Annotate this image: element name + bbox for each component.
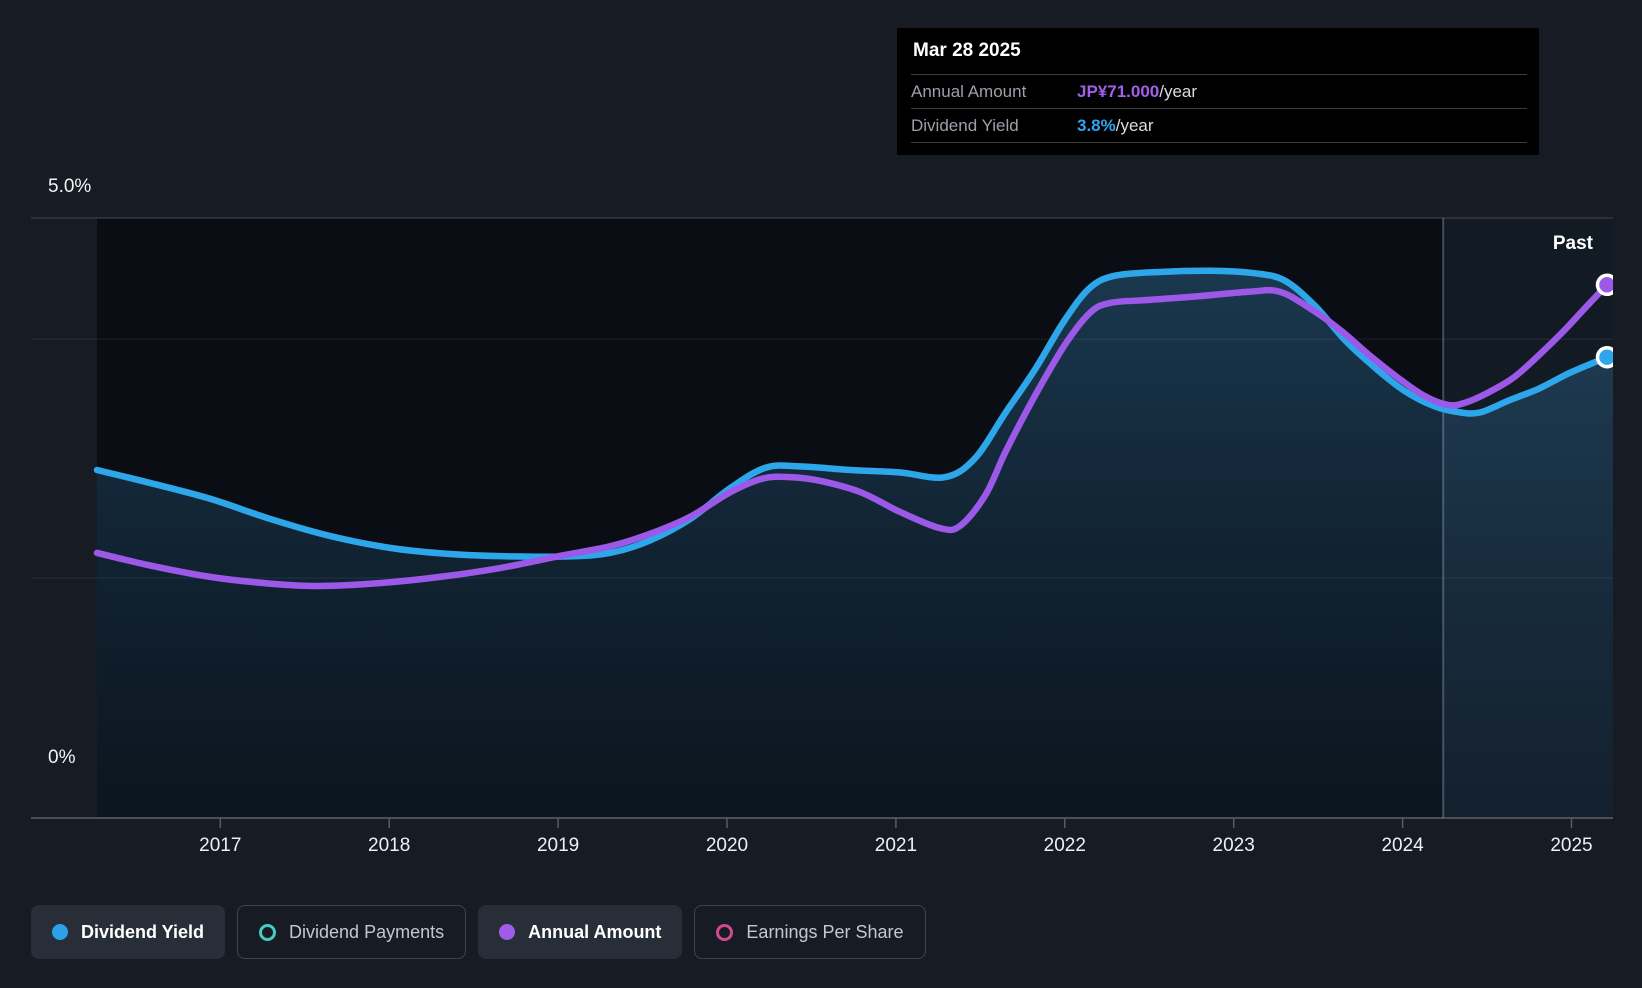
filled-dot-icon [499,924,516,940]
x-axis-label-2019: 2019 [536,835,580,856]
y-axis-bottom-label: 0% [48,747,76,768]
x-axis-label-2017: 2017 [199,835,242,856]
annual-amount-end-dot [1595,273,1613,297]
tooltip-row: Dividend Yield 3.8%/year [911,108,1527,142]
legend-label: Dividend Yield [81,921,205,942]
dividend-yield-end-dot [1595,345,1613,369]
tooltip-date: Mar 28 2025 [913,40,1021,61]
tooltip-row: Annual Amount JP¥71.000/year [911,74,1527,108]
open-circle-icon [716,923,734,941]
tooltip-row-value: 3.8% [1077,115,1116,135]
chart-legend: Dividend Yield Dividend Payments Annual Am… [31,905,926,959]
tooltip-row-suffix: /year [1159,81,1198,101]
x-axis-label-2022: 2022 [1043,835,1086,856]
tooltip-row-label: Dividend Yield [911,115,1019,135]
legend-label: Dividend Payments [289,921,445,942]
dividend-yield-area-fill [97,270,1613,818]
y-axis-top-label: 5.0% [48,176,92,197]
open-circle-icon [259,923,277,941]
x-axis-label-2024: 2024 [1381,835,1424,856]
legend-label: Earnings Per Share [746,921,904,942]
dividend-yield-line [93,267,1611,561]
x-axis-label-2018: 2018 [368,835,411,856]
legend-toggle-earnings-per-share[interactable]: Earnings Per Share [694,905,926,959]
legend-label: Annual Amount [528,921,662,942]
x-axis-label-2020: 2020 [705,835,749,856]
tooltip-row-suffix: /year [1115,115,1154,135]
x-axis-label-2023: 2023 [1212,835,1255,856]
tooltip-row-value: JP¥71.000 [1077,81,1160,101]
x-axis-labels: 2017 2018 2019 2020 2021 2022 2023 2024 2025 [0,835,1642,859]
legend-toggle-dividend-yield[interactable]: Dividend Yield [31,905,226,959]
tooltip-row-label: Annual Amount [911,81,1027,101]
x-axis-label-2025: 2025 [1550,835,1593,856]
annual-amount-line [93,281,1611,590]
hover-tooltip: Mar 28 2025 Annual Amount JP¥71.000/year D… [897,28,1539,155]
filled-dot-icon [52,924,68,940]
past-region-band [1443,218,1613,818]
tooltip-bottom-rule [911,142,1527,155]
x-axis-label-2021: 2021 [874,835,918,856]
legend-toggle-annual-amount[interactable]: Annual Amount [478,905,683,959]
legend-toggle-dividend-payments[interactable]: Dividend Payments [237,905,467,959]
tooltip-rows: Annual Amount JP¥71.000/year Dividend Yiel… [911,74,1527,142]
past-region-label: Past [1552,233,1593,254]
